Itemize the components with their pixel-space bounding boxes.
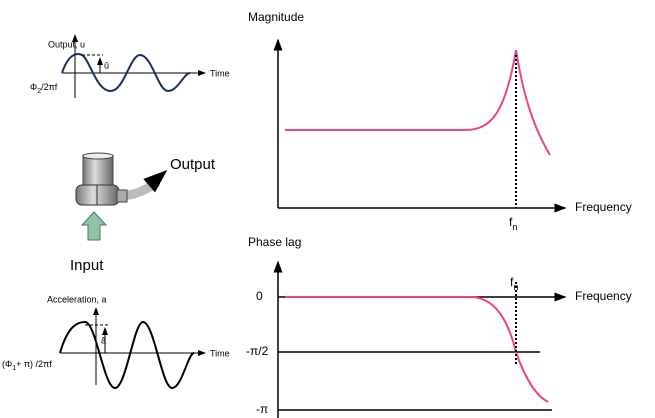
marker: fn (509, 215, 517, 232)
axis-label: Time (210, 68, 230, 78)
amplitude: â (101, 335, 106, 345)
magnitude-plot: Magnitude Frequency fn (248, 10, 632, 232)
phase-plot: Phase lag Frequency fn 0 -π/2 -π (246, 235, 632, 418)
label: Acceleration, a (47, 294, 107, 304)
output-label: Output (170, 156, 216, 173)
input-wave: Acceleration, a Time â (Φ1+ π) /2πf (2, 294, 230, 388)
x-label: Frequency (575, 289, 632, 303)
title: Phase lag (248, 235, 301, 249)
x-label: Frequency (575, 200, 632, 214)
level-label: 0 (256, 289, 263, 303)
axis-label: Time (210, 348, 230, 358)
title: Magnitude (248, 10, 304, 24)
amplitude: û (104, 60, 109, 70)
input-label: Input (70, 257, 104, 274)
phase: (Φ1+ π) /2πf (2, 359, 52, 371)
label: Output, u (48, 39, 85, 49)
phase: Φ2/2πf (30, 82, 58, 94)
level-label: -π (256, 402, 268, 416)
output-wave: Output, u Time û Φ2/2πf (30, 35, 230, 98)
accelerometer: Output Input (70, 153, 216, 274)
marker: fn (510, 275, 518, 292)
diagram: Output, u Time û Φ2/2πf Output Input Acc… (0, 0, 655, 418)
level-label: -π/2 (246, 344, 269, 358)
